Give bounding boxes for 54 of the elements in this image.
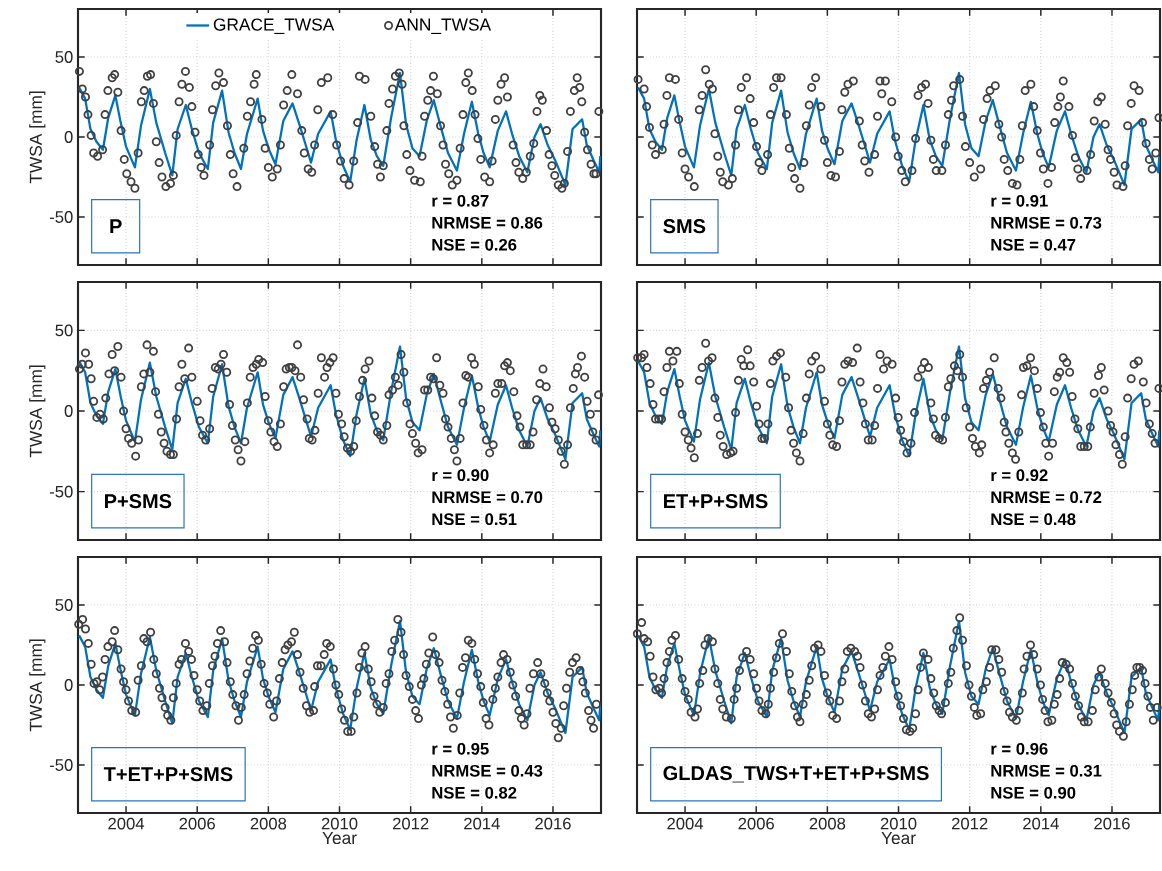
annotation: SMS [663, 219, 706, 234]
x-tick-label: 2010 [321, 817, 358, 830]
annotation: NSE = 0.47 [991, 238, 1076, 251]
x-tick-label: 2014 [1023, 817, 1059, 830]
y-tick-label: 0 [64, 679, 73, 691]
annotation: r = 0.87 [432, 194, 489, 207]
annotation: GLDAS_TWS+T+ET+P+SMS [663, 766, 929, 783]
y-tick-label: -50 [49, 485, 73, 498]
annotation: NRMSE = 0.86 [432, 216, 543, 229]
x-tick-label: 2014 [464, 817, 500, 830]
annotation: ET+P+SMS [664, 494, 768, 509]
x-tick-label: 2008 [250, 817, 287, 830]
y-tick-label: -50 [49, 211, 73, 223]
annotation: r = 0.92 [991, 469, 1048, 482]
annotation: NRMSE = 0.72 [991, 491, 1102, 504]
annotation: NSE = 0.90 [991, 786, 1076, 799]
y-tick-label: 0 [64, 131, 73, 143]
legend-label: GRACE_TWSA [213, 18, 335, 34]
x-tick-label: 2004 [667, 817, 704, 830]
annotation: r = 0.91 [991, 194, 1048, 207]
x-axis-title: Year [322, 832, 357, 845]
annotation: NSE = 0.82 [432, 786, 517, 799]
x-axis-title: Year [881, 832, 916, 845]
annotation: NSE = 0.48 [991, 513, 1076, 526]
x-tick-label: 2016 [535, 817, 571, 830]
annotation: P+SMS [105, 494, 172, 509]
annotation: P [110, 219, 122, 234]
annotation: NSE = 0.26 [432, 238, 517, 251]
annotation: NRMSE = 0.73 [991, 216, 1102, 229]
annotation: NRMSE = 0.70 [432, 491, 543, 504]
x-tick-label: 2012 [392, 817, 429, 830]
y-tick-label: 50 [55, 324, 73, 337]
y-tick-label: 50 [55, 599, 73, 611]
x-tick-label: 2012 [951, 817, 988, 830]
y-axis-title: TWSA [mm] [29, 91, 46, 184]
x-tick-label: 2008 [809, 817, 846, 830]
x-tick-label: 2010 [880, 817, 917, 830]
annotation: r = 0.95 [432, 742, 489, 755]
legend-label: ANN_TWSA [394, 18, 492, 34]
annotation: NRMSE = 0.43 [432, 764, 543, 777]
y-axis-title: TWSA [mm] [29, 365, 46, 458]
x-tick-label: 2016 [1094, 817, 1130, 830]
y-tick-label: -50 [49, 759, 73, 771]
x-tick-label: 2004 [108, 817, 145, 830]
x-tick-label: 2006 [179, 817, 215, 830]
annotation: NSE = 0.51 [432, 513, 517, 526]
y-tick-label: 0 [64, 405, 73, 417]
x-tick-label: 2006 [738, 817, 774, 830]
annotation: T+ET+P+SMS [103, 767, 233, 782]
annotation: r = 0.90 [432, 469, 489, 482]
annotation: r = 0.96 [991, 742, 1048, 755]
y-axis-title: TWSA [mm] [29, 639, 46, 732]
y-tick-label: 50 [55, 51, 73, 63]
annotation: NRMSE = 0.31 [991, 764, 1102, 777]
